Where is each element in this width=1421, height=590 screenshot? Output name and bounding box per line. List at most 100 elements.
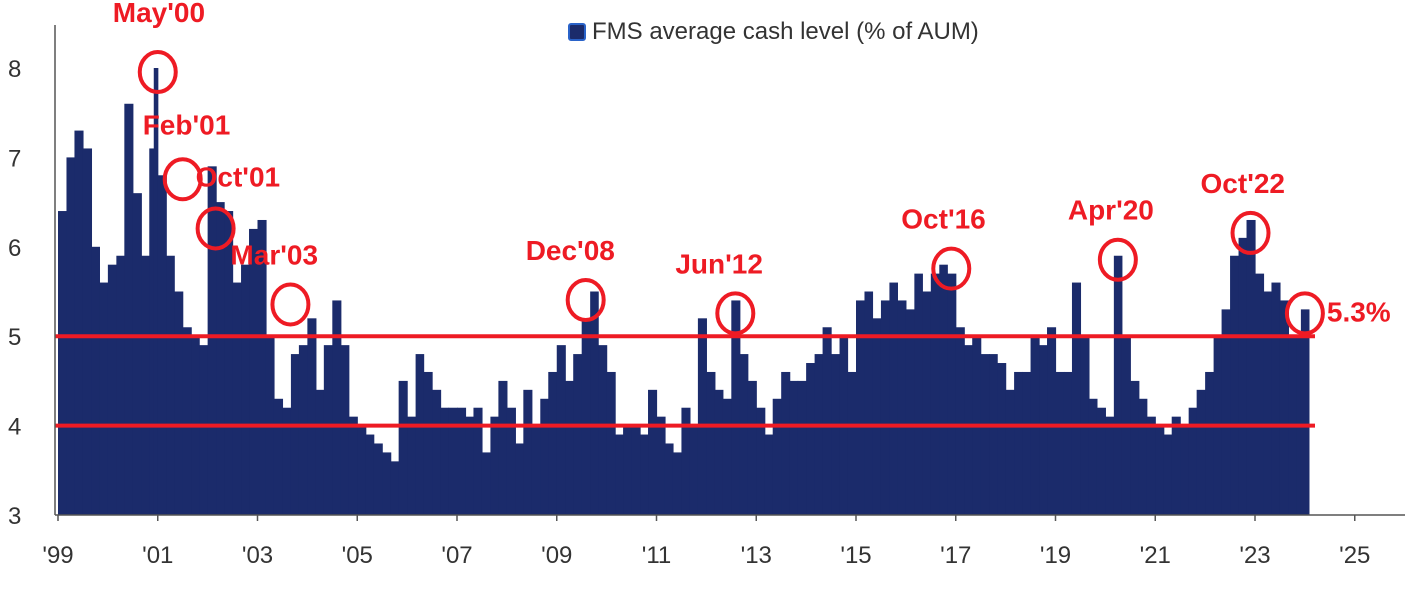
bar <box>199 345 209 515</box>
bar <box>332 300 342 515</box>
bar <box>307 318 317 515</box>
bar <box>1047 327 1057 515</box>
bar <box>955 327 965 515</box>
bar <box>540 398 549 515</box>
bar <box>764 434 774 515</box>
annotation-label: Jun'12 <box>675 248 763 279</box>
legend: FMS average cash level (% of AUM) <box>568 18 979 46</box>
bar <box>1039 345 1048 515</box>
bar <box>473 407 483 515</box>
bar <box>365 434 375 515</box>
bar <box>407 416 417 515</box>
bar <box>581 318 591 515</box>
bar <box>481 452 492 515</box>
bar <box>864 291 874 515</box>
x-tick-label: '07 <box>441 542 472 569</box>
bar <box>457 407 467 515</box>
annotation-label: Oct'22 <box>1201 168 1285 199</box>
bar <box>922 291 932 515</box>
x-tick-label: '99 <box>42 542 73 569</box>
bar <box>124 103 134 515</box>
bar <box>939 264 948 515</box>
bar <box>340 345 350 515</box>
bar <box>997 363 1007 515</box>
y-tick-label: 6 <box>8 235 21 262</box>
annotation-circle <box>195 206 236 251</box>
bar <box>257 219 267 516</box>
bar <box>598 345 608 515</box>
bar <box>706 371 716 515</box>
bar <box>382 452 392 515</box>
bar <box>556 345 566 515</box>
bar <box>153 68 159 515</box>
bar <box>905 309 915 515</box>
bar <box>822 327 832 515</box>
annotation-circle <box>715 291 756 336</box>
bar <box>390 461 400 515</box>
bar <box>490 416 499 515</box>
bar <box>1255 273 1265 515</box>
bar <box>980 354 990 515</box>
bar <box>315 389 325 515</box>
bar <box>947 273 957 515</box>
bar <box>432 389 442 515</box>
bar <box>398 380 408 515</box>
bar <box>273 398 284 515</box>
bar <box>531 425 541 515</box>
bar <box>1180 425 1190 515</box>
bar <box>789 380 799 515</box>
bar <box>357 425 367 515</box>
y-tick-label: 4 <box>8 414 21 441</box>
bar <box>1105 416 1115 515</box>
bar <box>664 443 674 515</box>
bar <box>1271 282 1281 515</box>
bar <box>1005 389 1015 515</box>
y-tick-label: 7 <box>8 145 21 172</box>
bar <box>373 443 383 515</box>
bar <box>423 371 433 515</box>
bar <box>298 345 308 515</box>
bar <box>1171 416 1181 515</box>
bar <box>914 273 923 515</box>
bar <box>1138 398 1148 515</box>
bar <box>1088 398 1098 515</box>
x-tick-label: '25 <box>1339 542 1370 569</box>
bar <box>348 416 358 515</box>
bar <box>1300 309 1310 515</box>
annotation-circle <box>137 50 178 94</box>
bar <box>415 354 425 515</box>
bar <box>82 148 93 515</box>
bar <box>606 371 616 515</box>
bar <box>1246 219 1256 516</box>
bar <box>631 425 641 515</box>
bar <box>573 354 583 515</box>
x-tick-label: '15 <box>840 542 871 569</box>
bar <box>216 202 225 515</box>
bar <box>814 354 824 515</box>
bar <box>731 300 741 515</box>
bar <box>1063 371 1073 515</box>
bar <box>74 130 84 515</box>
bar <box>107 264 117 515</box>
x-tick-label: '03 <box>242 542 273 569</box>
annotation-circle <box>1230 210 1271 255</box>
bar <box>681 407 691 515</box>
bar <box>847 371 857 515</box>
bar <box>548 371 558 515</box>
bar <box>1022 371 1032 515</box>
annotation-circle <box>162 157 203 202</box>
bar <box>781 371 791 515</box>
bar <box>930 273 940 515</box>
bar <box>640 434 649 515</box>
bar <box>182 327 192 515</box>
bar <box>1196 389 1206 515</box>
y-tick-label: 3 <box>8 503 21 530</box>
bar <box>58 211 68 516</box>
bar <box>756 407 766 515</box>
annotation-label: Dec'08 <box>526 235 615 266</box>
bar <box>565 380 574 515</box>
bar <box>1155 425 1165 515</box>
bar <box>515 443 524 515</box>
annotation-label: Mar'03 <box>230 239 318 270</box>
bar <box>1014 371 1023 515</box>
